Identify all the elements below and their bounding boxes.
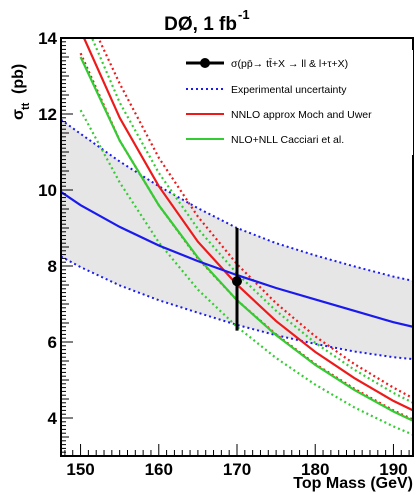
x-tick-label: 190 xyxy=(379,460,407,479)
y-axis: 4 6 8 10 12 14 xyxy=(38,29,73,457)
y-axis-label: σ tt (pb) xyxy=(10,64,32,120)
series-line-2-central xyxy=(82,38,413,412)
plot-area xyxy=(61,38,413,436)
series-line-5-central xyxy=(79,56,413,422)
legend-measurement-label: σ(pp̄→ tt̄+X → ll & l+τ+X) xyxy=(231,58,348,70)
y-axis-label-symbol: σ xyxy=(10,109,27,120)
legend-nlo-label: NLO+NLL Cacciari et al. xyxy=(231,134,344,146)
x-tick-label: 180 xyxy=(301,460,329,479)
legend-uncertainty-label: Experimental uncertainty xyxy=(231,84,347,96)
y-tick-label: 4 xyxy=(48,409,58,428)
uncertainty-band-upper-edge xyxy=(61,118,413,282)
chart-title-superscript: -1 xyxy=(238,7,250,22)
legend-nnlo-label: NNLO approx Moch and Uwer xyxy=(231,109,372,121)
y-tick-label: 14 xyxy=(38,29,57,48)
x-axis-label: Top Mass (GeV) xyxy=(293,475,413,492)
y-tick-label: 6 xyxy=(48,333,57,352)
legend-measurement-marker xyxy=(200,58,210,68)
x-tick-label: 170 xyxy=(223,460,251,479)
legend-box xyxy=(182,50,413,155)
x-tick-label: 160 xyxy=(145,460,173,479)
uncertainty-band-lower-edge xyxy=(61,255,413,361)
y-axis-label-unit: (pb) xyxy=(10,64,27,94)
x-axis: 150 160 170 180 190 xyxy=(64,444,410,479)
series-line-3-upper xyxy=(97,38,413,400)
y-axis-label-subscript: tt xyxy=(20,102,32,110)
y-tick-label: 10 xyxy=(38,181,57,200)
measurement-point xyxy=(232,276,242,287)
y-tick-label: 12 xyxy=(38,105,57,124)
chart-title: DØ, 1 fb xyxy=(164,14,237,35)
x-tick-label: 150 xyxy=(66,460,94,479)
y-tick-label: 8 xyxy=(48,257,57,276)
measurement-layer xyxy=(232,228,242,331)
legend: σ(pp̄→ tt̄+X → ll & l+τ+X) Experimental … xyxy=(182,50,413,155)
